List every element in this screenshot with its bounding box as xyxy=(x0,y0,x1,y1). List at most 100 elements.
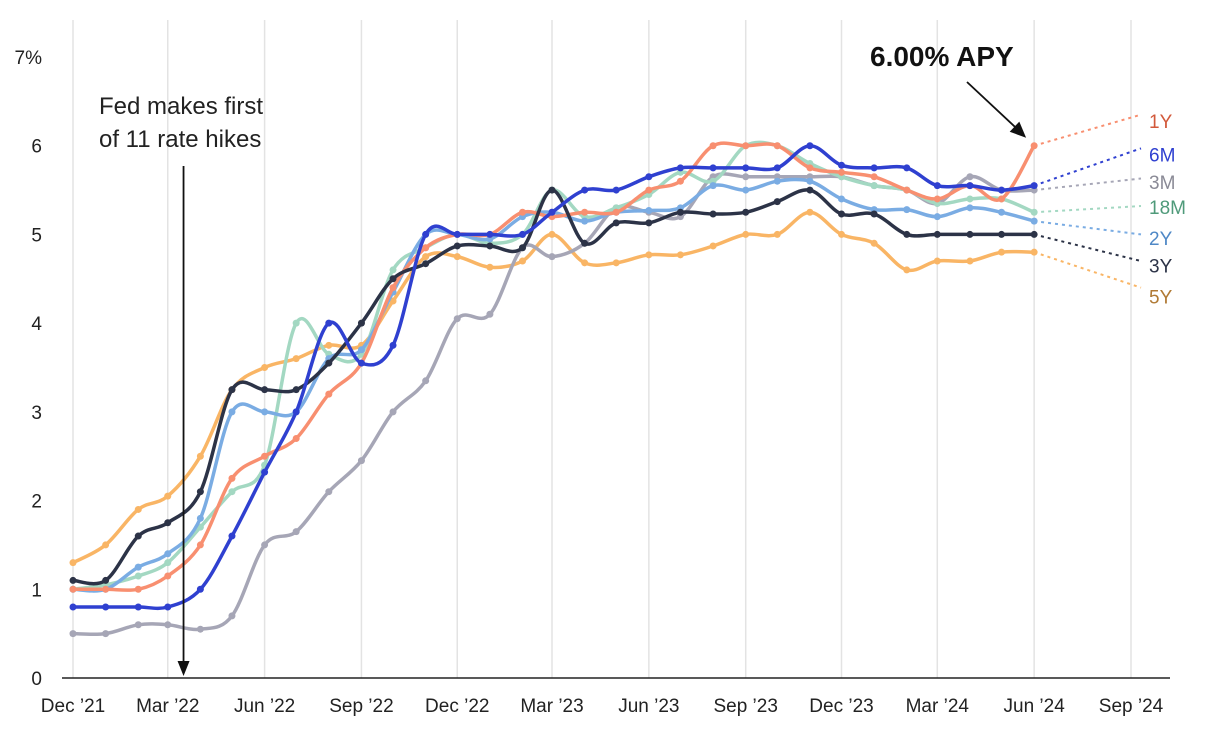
data-point xyxy=(519,230,527,238)
data-point xyxy=(486,230,494,238)
annotations: Fed makes first of 11 rate hikes 6.00% APY xyxy=(99,41,1027,676)
data-point xyxy=(773,142,781,150)
projection-line xyxy=(1033,113,1142,147)
data-point xyxy=(357,457,365,465)
data-point xyxy=(69,630,77,638)
data-point xyxy=(806,177,814,185)
projection-line xyxy=(1034,205,1142,214)
data-point xyxy=(742,208,750,216)
data-point xyxy=(453,253,461,261)
data-point xyxy=(389,275,397,283)
data-point xyxy=(69,585,77,593)
data-point xyxy=(325,319,333,327)
apy-callout: 6.00% APY xyxy=(870,41,1014,72)
data-point xyxy=(645,206,653,214)
series-label-2y: 2Y xyxy=(1149,229,1173,250)
data-point xyxy=(645,173,653,181)
data-point xyxy=(134,572,142,580)
data-point xyxy=(292,528,300,536)
data-point xyxy=(581,239,589,247)
data-point xyxy=(966,204,974,212)
data-point xyxy=(69,559,77,567)
data-point xyxy=(870,210,878,218)
data-point xyxy=(903,230,911,238)
data-point xyxy=(966,195,974,203)
data-point xyxy=(837,161,845,169)
series-3y xyxy=(69,186,1142,586)
series-label-5y: 5Y xyxy=(1149,288,1173,309)
x-tick-label: Sep ’22 xyxy=(329,696,393,717)
data-point xyxy=(998,208,1006,216)
data-point xyxy=(709,242,717,250)
series-line xyxy=(71,188,1036,586)
data-point xyxy=(134,585,142,593)
data-point xyxy=(134,505,142,513)
data-point xyxy=(933,195,941,203)
data-point xyxy=(261,452,269,460)
data-point xyxy=(196,541,204,549)
data-point xyxy=(486,263,494,271)
data-point xyxy=(998,230,1006,238)
data-point xyxy=(742,230,750,238)
data-point xyxy=(196,488,204,496)
data-point xyxy=(389,284,397,292)
y-tick-label: 2 xyxy=(31,492,42,513)
data-point xyxy=(581,208,589,216)
data-point xyxy=(903,266,911,274)
data-point xyxy=(998,248,1006,256)
data-point xyxy=(422,260,430,268)
series-3m xyxy=(69,172,1142,638)
data-point xyxy=(134,621,142,629)
y-tick-label: 5 xyxy=(31,225,42,246)
data-point xyxy=(773,198,781,206)
data-point xyxy=(933,230,941,238)
series-end-labels: 1Y 6M 3M 18M 2Y 3Y 5Y xyxy=(1149,112,1186,309)
data-point xyxy=(806,142,814,150)
data-point xyxy=(164,621,172,629)
y-tick-label: 4 xyxy=(31,314,42,335)
x-tick-label: Jun ’22 xyxy=(234,696,295,717)
data-point xyxy=(134,563,142,571)
data-point xyxy=(548,253,556,261)
data-point xyxy=(228,532,236,540)
x-tick-label: Jun ’23 xyxy=(618,696,679,717)
data-point xyxy=(196,625,204,633)
data-point xyxy=(102,585,110,593)
data-point xyxy=(837,210,845,218)
data-point xyxy=(645,251,653,259)
series-label-6m: 6M xyxy=(1149,146,1175,167)
data-point xyxy=(519,257,527,265)
x-tick-label: Sep ’23 xyxy=(713,696,777,717)
data-point xyxy=(102,630,110,638)
data-point xyxy=(806,186,814,194)
data-point xyxy=(966,173,974,181)
data-point xyxy=(966,257,974,265)
data-point xyxy=(196,514,204,522)
data-point xyxy=(69,603,77,611)
series-2y xyxy=(69,177,1142,593)
data-point xyxy=(164,603,172,611)
data-point xyxy=(196,585,204,593)
data-point xyxy=(486,242,494,250)
data-point xyxy=(870,239,878,247)
data-point xyxy=(548,186,556,194)
data-point xyxy=(519,244,527,252)
data-point xyxy=(773,177,781,185)
series-label-1y: 1Y xyxy=(1149,112,1173,133)
data-point xyxy=(519,208,527,216)
projection-line xyxy=(1033,251,1142,289)
data-point xyxy=(228,488,236,496)
data-point xyxy=(581,217,589,225)
data-point xyxy=(676,177,684,185)
data-point xyxy=(933,182,941,190)
x-tick-label: Mar ’24 xyxy=(906,696,970,717)
data-point xyxy=(612,186,620,194)
data-point xyxy=(870,173,878,181)
data-point xyxy=(453,230,461,238)
series-line xyxy=(71,177,1036,593)
data-point xyxy=(389,297,397,305)
data-point xyxy=(164,519,172,527)
data-point xyxy=(228,408,236,416)
data-point xyxy=(966,230,974,238)
